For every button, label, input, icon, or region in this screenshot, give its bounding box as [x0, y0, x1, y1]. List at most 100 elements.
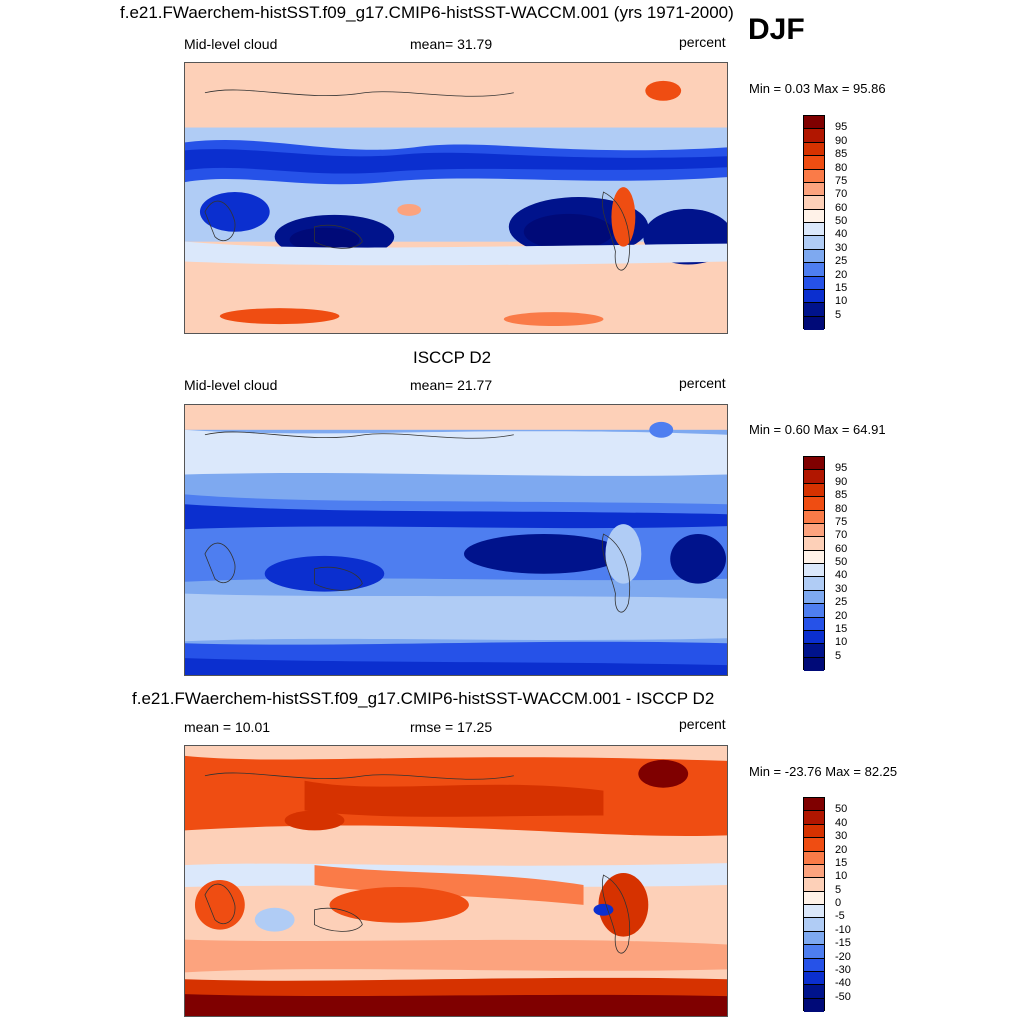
- colorbar-segment: [804, 630, 824, 645]
- panel1-colorbar: [803, 115, 825, 330]
- colorbar-tick-label: 75: [835, 515, 848, 528]
- colorbar-segment: [804, 657, 824, 671]
- colorbar-segment: [804, 945, 824, 959]
- panel3-map: [184, 745, 728, 1017]
- colorbar-tick-label: 60: [835, 542, 848, 555]
- colorbar-segment: [804, 604, 824, 618]
- colorbar-tick-label: 40: [835, 816, 848, 829]
- colorbar-segment: [804, 617, 824, 631]
- colorbar-segment: [804, 129, 824, 143]
- colorbar-segment: [804, 931, 824, 946]
- colorbar-segment: [804, 577, 824, 591]
- colorbar-tick-label: 70: [835, 529, 848, 542]
- colorbar-segment: [804, 470, 824, 484]
- colorbar-segment: [804, 891, 824, 905]
- colorbar-segment: [804, 249, 824, 264]
- colorbar-tick-label: 95: [835, 462, 848, 475]
- colorbar-tick-label: 20: [835, 609, 848, 622]
- panel2-left-label: Mid-level cloud: [184, 377, 278, 393]
- panel3-left-label: mean = 10.01: [184, 719, 271, 735]
- colorbar-tick-label: 25: [835, 596, 848, 609]
- colorbar-tick-label: 5: [835, 649, 842, 662]
- panel2-units: percent: [679, 375, 726, 391]
- colorbar-segment: [804, 483, 824, 498]
- colorbar-tick-label: -5: [835, 910, 845, 923]
- colorbar-segment: [804, 644, 824, 658]
- colorbar-segment: [804, 169, 824, 183]
- colorbar-segment: [804, 209, 824, 223]
- colorbar-tick-label: 20: [835, 268, 848, 281]
- colorbar-segment: [804, 263, 824, 277]
- colorbar-tick-label: 50: [835, 803, 848, 816]
- colorbar-tick-label: 15: [835, 856, 848, 869]
- colorbar-segment: [804, 971, 824, 986]
- panel2-center-label: mean= 21.77: [410, 377, 493, 393]
- colorbar-segment: [804, 156, 824, 170]
- colorbar-segment: [804, 276, 824, 290]
- colorbar-segment: [804, 811, 824, 825]
- colorbar-tick-label: 15: [835, 622, 848, 635]
- panel1-left-label: Mid-level cloud: [184, 36, 278, 52]
- panel3-title: f.e21.FWaerchem-histSST.f09_g17.CMIP6-hi…: [132, 689, 715, 708]
- panel2-colorbar: [803, 456, 825, 671]
- colorbar-segment: [804, 564, 824, 578]
- colorbar-segment: [804, 918, 824, 932]
- colorbar-tick-label: 40: [835, 228, 848, 241]
- colorbar-tick-label: 30: [835, 241, 848, 254]
- colorbar-tick-label: 40: [835, 569, 848, 582]
- colorbar-segment: [804, 824, 824, 839]
- colorbar-segment: [804, 303, 824, 317]
- colorbar-tick-label: 5: [835, 308, 842, 321]
- colorbar-tick-label: -15: [835, 937, 851, 950]
- colorbar-tick-label: 75: [835, 174, 848, 187]
- colorbar-segment: [804, 798, 824, 812]
- colorbar-tick-label: -10: [835, 923, 851, 936]
- colorbar-segment: [804, 289, 824, 304]
- colorbar-tick-label: 15: [835, 281, 848, 294]
- colorbar-segment: [804, 182, 824, 197]
- colorbar-segment: [804, 116, 824, 130]
- colorbar-segment: [804, 142, 824, 157]
- panel1-map: [184, 62, 728, 334]
- colorbar-segment: [804, 998, 824, 1012]
- colorbar-segment: [804, 958, 824, 972]
- colorbar-tick-label: 95: [835, 121, 848, 134]
- season-label: DJF: [748, 13, 805, 46]
- colorbar-segment: [804, 590, 824, 605]
- colorbar-tick-label: 90: [835, 134, 848, 147]
- panel1-center-label: mean= 31.79: [410, 36, 493, 52]
- colorbar-segment: [804, 851, 824, 865]
- panel2-minmax: Min = 0.60 Max = 64.91: [749, 422, 886, 437]
- colorbar-tick-label: 10: [835, 636, 848, 649]
- colorbar-segment: [804, 223, 824, 237]
- colorbar-segment: [804, 316, 824, 330]
- colorbar-tick-label: 80: [835, 502, 848, 515]
- colorbar-tick-label: 20: [835, 843, 848, 856]
- panel3-minmax: Min = -23.76 Max = 82.25: [749, 764, 898, 779]
- colorbar-segment: [804, 523, 824, 538]
- colorbar-tick-label: 90: [835, 475, 848, 488]
- colorbar-tick-label: 30: [835, 830, 848, 843]
- colorbar-segment: [804, 985, 824, 999]
- panel3-units: percent: [679, 716, 726, 732]
- colorbar-tick-label: 80: [835, 161, 848, 174]
- colorbar-segment: [804, 537, 824, 551]
- colorbar-tick-label: 60: [835, 201, 848, 214]
- colorbar-tick-label: 50: [835, 556, 848, 568]
- colorbar-tick-label: 10: [835, 870, 848, 883]
- colorbar-tick-label: 30: [835, 582, 848, 595]
- colorbar-tick-label: 85: [835, 148, 848, 161]
- colorbar-tick-label: 10: [835, 295, 848, 308]
- colorbar-tick-label: 0: [835, 897, 842, 909]
- panel1-title: f.e21.FWaerchem-histSST.f09_g17.CMIP6-hi…: [120, 3, 734, 22]
- colorbar-tick-label: -50: [835, 990, 851, 1003]
- colorbar-segment: [804, 550, 824, 564]
- colorbar-segment: [804, 497, 824, 511]
- colorbar-tick-label: 5: [835, 883, 842, 896]
- colorbar-segment: [804, 457, 824, 471]
- colorbar-tick-label: -20: [835, 950, 851, 963]
- panel3-center-label: rmse = 17.25: [410, 719, 493, 735]
- colorbar-tick-label: 70: [835, 188, 848, 201]
- panel1-minmax: Min = 0.03 Max = 95.86: [749, 81, 886, 96]
- colorbar-segment: [804, 838, 824, 852]
